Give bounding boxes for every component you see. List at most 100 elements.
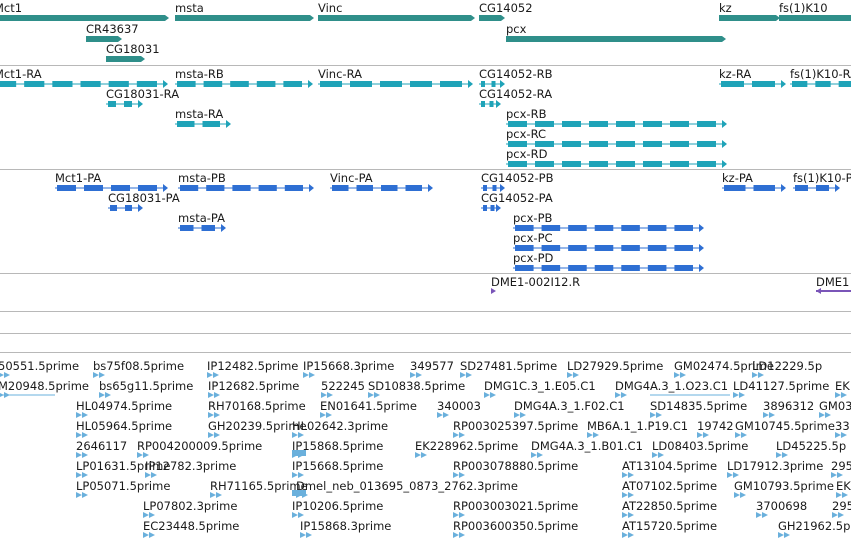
- est-label[interactable]: 295: [831, 459, 851, 473]
- est-marker[interactable]: [836, 492, 842, 498]
- est-label[interactable]: IP12682.5prime: [208, 379, 300, 393]
- est-label[interactable]: DMG4A.3_1.O23.C1: [615, 379, 729, 393]
- gene-label[interactable]: Mct1: [0, 1, 23, 15]
- est-label[interactable]: LD41127.5prime: [733, 379, 830, 393]
- protein-exon[interactable]: [594, 265, 614, 271]
- est-marker[interactable]: [520, 412, 526, 418]
- mrna-exon[interactable]: [643, 121, 662, 127]
- est-marker[interactable]: [421, 452, 427, 458]
- est-marker[interactable]: [416, 372, 422, 378]
- protein-exon[interactable]: [206, 185, 225, 191]
- mrna-label[interactable]: msta-RA: [175, 107, 224, 121]
- gene-label[interactable]: CR43637: [86, 22, 139, 36]
- protein-exon[interactable]: [674, 265, 693, 271]
- protein-exon[interactable]: [621, 225, 640, 231]
- est-marker[interactable]: [460, 372, 466, 378]
- protein-exon[interactable]: [541, 265, 561, 271]
- est-label[interactable]: RP003600350.5prime: [453, 519, 579, 533]
- est-marker[interactable]: [216, 492, 222, 498]
- protein-exon[interactable]: [515, 245, 534, 251]
- est-marker[interactable]: [214, 412, 220, 418]
- est-marker[interactable]: [484, 392, 490, 398]
- est-label[interactable]: LD08403.5prime: [652, 439, 749, 453]
- est-marker[interactable]: [292, 432, 298, 438]
- est-marker[interactable]: [76, 432, 82, 438]
- mrna-exon[interactable]: [670, 161, 689, 167]
- est-label[interactable]: IP10206.5prime: [292, 499, 384, 513]
- est-label[interactable]: GM10745.5prime: [735, 419, 835, 433]
- gene-bar[interactable]: [0, 15, 165, 21]
- mrna-exon[interactable]: [489, 101, 494, 107]
- est-marker[interactable]: [615, 392, 621, 398]
- est-label[interactable]: LP07802.3prime: [143, 499, 238, 513]
- protein-exon[interactable]: [647, 225, 667, 231]
- est-label[interactable]: AT13104.5prime: [622, 459, 718, 473]
- protein-exon[interactable]: [232, 185, 251, 191]
- est-label[interactable]: 522245: [321, 379, 365, 393]
- est-label[interactable]: SD14835.5prime: [650, 399, 748, 413]
- gene-bar[interactable]: [719, 15, 776, 21]
- est-marker[interactable]: [628, 532, 634, 538]
- protein-exon[interactable]: [541, 245, 561, 251]
- est-label[interactable]: 3896312: [763, 399, 815, 413]
- est-marker[interactable]: [214, 392, 220, 398]
- protein-exon[interactable]: [647, 265, 667, 271]
- est-label[interactable]: GM02474.5prime: [674, 359, 774, 373]
- est-marker[interactable]: [327, 392, 333, 398]
- protein-exon[interactable]: [647, 245, 667, 251]
- est-marker[interactable]: [208, 412, 214, 418]
- est-marker[interactable]: [143, 512, 149, 518]
- est-marker[interactable]: [99, 392, 105, 398]
- est-marker[interactable]: [453, 432, 459, 438]
- protein-exon[interactable]: [201, 225, 216, 231]
- est-marker[interactable]: [680, 372, 686, 378]
- est-marker[interactable]: [326, 412, 332, 418]
- est-label[interactable]: EC23448.5prime: [143, 519, 240, 533]
- est-label[interactable]: MB6A.1_1.P19.C1: [587, 419, 689, 433]
- protein-exon[interactable]: [180, 225, 194, 231]
- mrna-exon[interactable]: [562, 141, 581, 147]
- est-marker[interactable]: [459, 432, 465, 438]
- est-marker[interactable]: [213, 372, 219, 378]
- est-marker[interactable]: [628, 492, 634, 498]
- est-marker[interactable]: [739, 392, 745, 398]
- est-marker[interactable]: [734, 492, 740, 498]
- protein-exon[interactable]: [541, 225, 561, 231]
- est-marker[interactable]: [214, 432, 220, 438]
- est-marker[interactable]: [733, 472, 739, 478]
- est-marker[interactable]: [740, 492, 746, 498]
- est-marker[interactable]: [733, 392, 739, 398]
- mrna-label[interactable]: CG14052-RA: [479, 87, 553, 101]
- est-label[interactable]: HL02642.3prime: [292, 419, 389, 433]
- protein-exon[interactable]: [753, 185, 776, 191]
- protein-label[interactable]: Vinc-PA: [330, 171, 373, 185]
- est-label[interactable]: LP05071.5prime: [76, 479, 171, 493]
- protein-exon[interactable]: [110, 205, 117, 211]
- protein-label[interactable]: Mct1-PA: [55, 171, 102, 185]
- gene-label[interactable]: msta: [175, 1, 204, 15]
- est-marker[interactable]: [298, 512, 304, 518]
- mrna-exon[interactable]: [697, 161, 716, 167]
- protein-exon[interactable]: [568, 265, 587, 271]
- est-label[interactable]: SD10838.5prime: [368, 379, 466, 393]
- est-label[interactable]: AT22850.5prime: [622, 499, 718, 513]
- est-label[interactable]: RH70168.5prime: [208, 399, 306, 413]
- protein-label[interactable]: fs(1)K10-PA: [793, 171, 851, 185]
- est-marker[interactable]: [149, 512, 155, 518]
- est-label[interactable]: LD27929.5prime: [567, 359, 664, 373]
- est-marker[interactable]: [105, 392, 111, 398]
- protein-exon[interactable]: [816, 185, 829, 191]
- protein-exon[interactable]: [138, 185, 157, 191]
- gene-bar[interactable]: [86, 36, 118, 42]
- mrna-exon[interactable]: [320, 81, 342, 87]
- mrna-exon[interactable]: [202, 121, 221, 127]
- est-marker[interactable]: [831, 472, 837, 478]
- protein-exon[interactable]: [724, 185, 746, 191]
- est-marker[interactable]: [622, 492, 628, 498]
- mrna-exon[interactable]: [697, 141, 716, 147]
- protein-label[interactable]: CG14052-PA: [481, 191, 553, 205]
- mrna-exon[interactable]: [535, 141, 554, 147]
- est-label[interactable]: DMG1C.3_1.E05.C1: [484, 379, 596, 393]
- mrna-exon[interactable]: [177, 121, 195, 127]
- protein-label[interactable]: msta-PA: [178, 211, 225, 225]
